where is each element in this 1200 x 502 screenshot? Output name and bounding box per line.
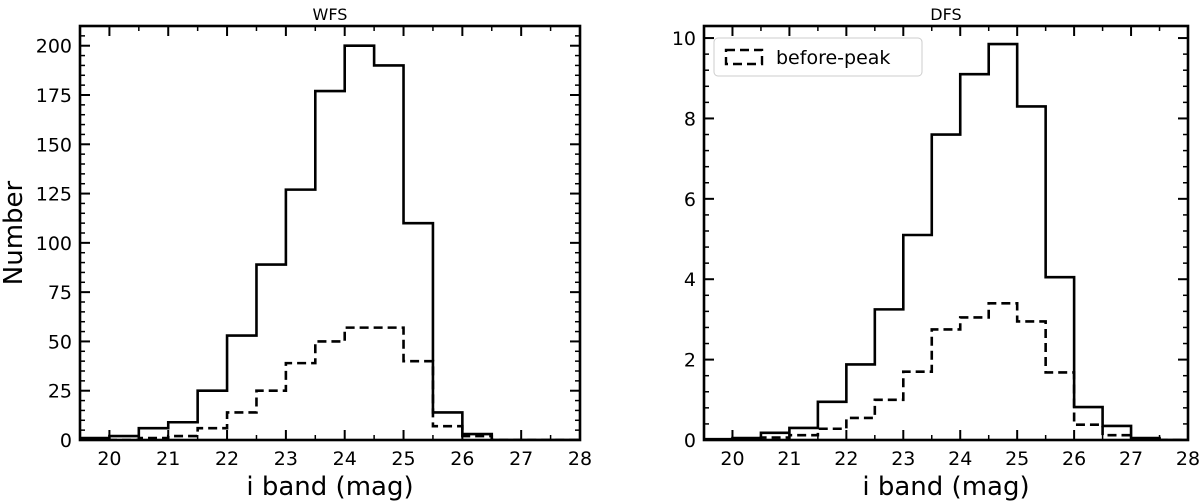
x-tick-label: 21 xyxy=(777,448,801,470)
x-tick-label: 27 xyxy=(509,448,533,470)
legend-box xyxy=(713,37,923,77)
chart-title: DFS xyxy=(930,5,961,24)
histogram-series-before-peak xyxy=(704,302,1188,440)
y-tick-label: 8 xyxy=(684,108,696,130)
chart-title: WFS xyxy=(313,5,348,24)
y-tick-label: 125 xyxy=(36,184,72,206)
histogram-series-before-peak xyxy=(80,326,580,440)
y-tick-label: 175 xyxy=(36,85,72,107)
x-tick-label: 26 xyxy=(450,448,474,470)
series-group xyxy=(704,42,1188,440)
y-tick-label: 0 xyxy=(60,430,72,452)
axes-frame xyxy=(702,24,1190,442)
y-tick-label: 75 xyxy=(48,282,72,304)
legend-swatch-before-peak xyxy=(724,48,764,66)
x-tick-label: 23 xyxy=(891,448,915,470)
y-axis-label: Number xyxy=(0,180,29,285)
x-tick-label: 22 xyxy=(834,448,858,470)
x-tick-label: 28 xyxy=(1176,448,1200,470)
x-tick-label: 26 xyxy=(1062,448,1086,470)
y-tick-label: 6 xyxy=(684,189,696,211)
y-tick-label: 50 xyxy=(48,331,72,353)
panel-wfs: WFS 20 21 22 23 24 25 26 27 28 0 25 50 75 100 125 150 175… xyxy=(0,5,592,502)
series-group xyxy=(80,44,580,440)
y-tick-label: 200 xyxy=(36,36,72,58)
x-tick-label: 20 xyxy=(720,448,744,470)
x-tick-label: 23 xyxy=(274,448,298,470)
legend-label-before-peak: before-peak xyxy=(776,47,890,69)
y-tick-label: 150 xyxy=(36,134,72,156)
axes-frame xyxy=(78,24,582,442)
legend: before-peak xyxy=(713,37,923,77)
x-tick-label: 20 xyxy=(97,448,121,470)
histogram-series-all xyxy=(80,44,580,440)
x-tick-label: 21 xyxy=(156,448,180,470)
y-tick-label: 25 xyxy=(48,381,72,403)
x-tick-label: 24 xyxy=(333,448,357,470)
x-axis-label: i band (mag) xyxy=(862,472,1029,502)
x-tick-label: 27 xyxy=(1119,448,1143,470)
x-tick-label: 22 xyxy=(215,448,239,470)
histogram-series-all xyxy=(704,42,1188,440)
y-tick-label: 4 xyxy=(684,269,696,291)
y-tick-label: 2 xyxy=(684,350,696,372)
x-tick-label: 25 xyxy=(1005,448,1029,470)
x-tick-label: 25 xyxy=(391,448,415,470)
y-tick-label: 100 xyxy=(36,233,72,255)
x-axis-label: i band (mag) xyxy=(246,472,413,502)
y-tick-label: 10 xyxy=(672,28,696,50)
x-tick-label: 24 xyxy=(948,448,972,470)
y-tick-label: 0 xyxy=(684,430,696,452)
x-tick-label: 28 xyxy=(568,448,592,470)
